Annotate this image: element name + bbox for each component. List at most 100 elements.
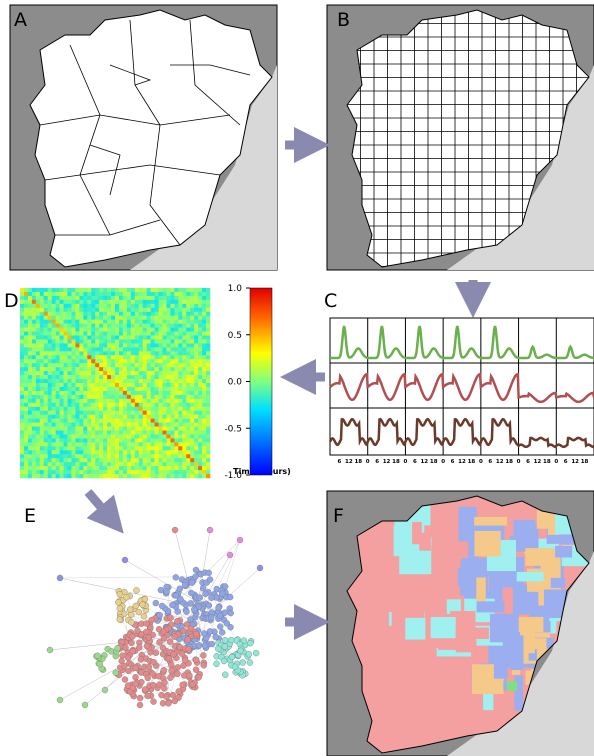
matrix-cell (194, 339, 199, 344)
matrix-cell (198, 367, 203, 372)
matrix-cell (174, 390, 179, 396)
matrix-cell (194, 307, 199, 313)
matrix-cell (142, 434, 147, 439)
matrix-cell (202, 335, 207, 340)
matrix-cell (39, 418, 45, 423)
matrix-cell (182, 426, 187, 431)
matrix-cell (23, 434, 29, 439)
matrix-cell (31, 327, 37, 332)
matrix-cell (59, 402, 64, 408)
matrix-cell (35, 426, 41, 431)
matrix-cell (202, 458, 207, 463)
matrix-cell (63, 367, 68, 372)
matrix-cell (103, 295, 108, 301)
matrix-cell (182, 458, 187, 463)
matrix-cell (111, 355, 116, 360)
matrix-cell (20, 371, 25, 376)
matrix-cell (111, 291, 116, 297)
matrix-cell (154, 319, 159, 324)
matrix-cell (111, 295, 116, 301)
node (169, 601, 176, 609)
matrix-cell (134, 383, 140, 388)
region-block (412, 521, 422, 545)
matrix-cell (67, 339, 72, 344)
matrix-cell (51, 375, 56, 380)
matrix-cell (87, 363, 92, 368)
node (128, 619, 135, 626)
matrix-cell (198, 426, 203, 431)
matrix-cell (39, 307, 45, 313)
matrix-cell (20, 430, 25, 435)
matrix-cell (59, 343, 64, 348)
matrix-cell (170, 398, 175, 404)
matrix-cell (118, 438, 124, 443)
matrix-cell (23, 390, 29, 396)
matrix-cell (198, 410, 203, 415)
matrix-cell (67, 288, 72, 293)
matrix-cell (59, 450, 64, 455)
matrix-cell (186, 414, 191, 419)
matrix-cell (39, 359, 45, 364)
matrix-cell (158, 379, 163, 384)
matrix-cell (142, 355, 147, 360)
matrix-cell (63, 470, 68, 475)
matrix-cell (182, 470, 187, 475)
matrix-cell (87, 355, 92, 360)
matrix-cell (79, 311, 84, 317)
matrix-cell (118, 386, 124, 392)
matrix-cell (194, 319, 199, 324)
node (227, 609, 234, 617)
matrix-cell (206, 375, 211, 380)
matrix-cell (55, 299, 60, 305)
matrix-cell (75, 426, 80, 431)
matrix-cell (47, 390, 52, 396)
matrix-cell (190, 359, 195, 364)
region-block (430, 617, 456, 639)
matrix-cell (154, 327, 159, 332)
matrix-cell (20, 410, 25, 415)
matrix-cell (35, 291, 41, 297)
matrix-cell (182, 311, 187, 317)
matrix-cell (178, 371, 183, 376)
matrix-cell (39, 367, 45, 372)
matrix-cell (182, 394, 187, 400)
matrix-cell (51, 418, 56, 423)
matrix-cell (99, 446, 104, 451)
matrix-cell (115, 367, 120, 372)
matrix-cell (202, 319, 207, 324)
matrix-cell (118, 363, 124, 368)
matrix-cell (31, 454, 37, 459)
matrix-cell (142, 430, 147, 435)
matrix-cell (71, 418, 76, 423)
matrix-cell (47, 383, 52, 388)
matrix-cell (75, 359, 80, 364)
matrix-cell (146, 295, 151, 301)
matrix-cell (39, 351, 45, 356)
matrix-cell (99, 311, 104, 317)
matrix-cell (158, 303, 163, 309)
matrix-cell (146, 299, 151, 305)
matrix-cell (142, 450, 147, 455)
matrix-cell (198, 470, 203, 475)
matrix-cell (87, 466, 92, 471)
matrix-cell (67, 303, 72, 309)
matrix-cell (63, 315, 68, 320)
matrix-cell (31, 355, 37, 360)
matrix-cell (111, 367, 116, 372)
matrix-cell (31, 299, 37, 305)
matrix-cell (142, 390, 147, 396)
matrix-cell (122, 288, 128, 293)
matrix-cell (27, 291, 33, 297)
matrix-cell (39, 339, 45, 344)
matrix-cell (162, 335, 167, 340)
matrix-cell (63, 303, 68, 309)
matrix-cell (59, 303, 64, 309)
matrix-cell (170, 442, 175, 447)
matrix-cell (130, 454, 136, 459)
matrix-cell (63, 335, 68, 340)
matrix-cell (174, 426, 179, 431)
matrix-cell (23, 319, 29, 324)
matrix-cell (31, 303, 37, 309)
matrix-cell (35, 355, 41, 360)
matrix-cell (39, 355, 45, 360)
